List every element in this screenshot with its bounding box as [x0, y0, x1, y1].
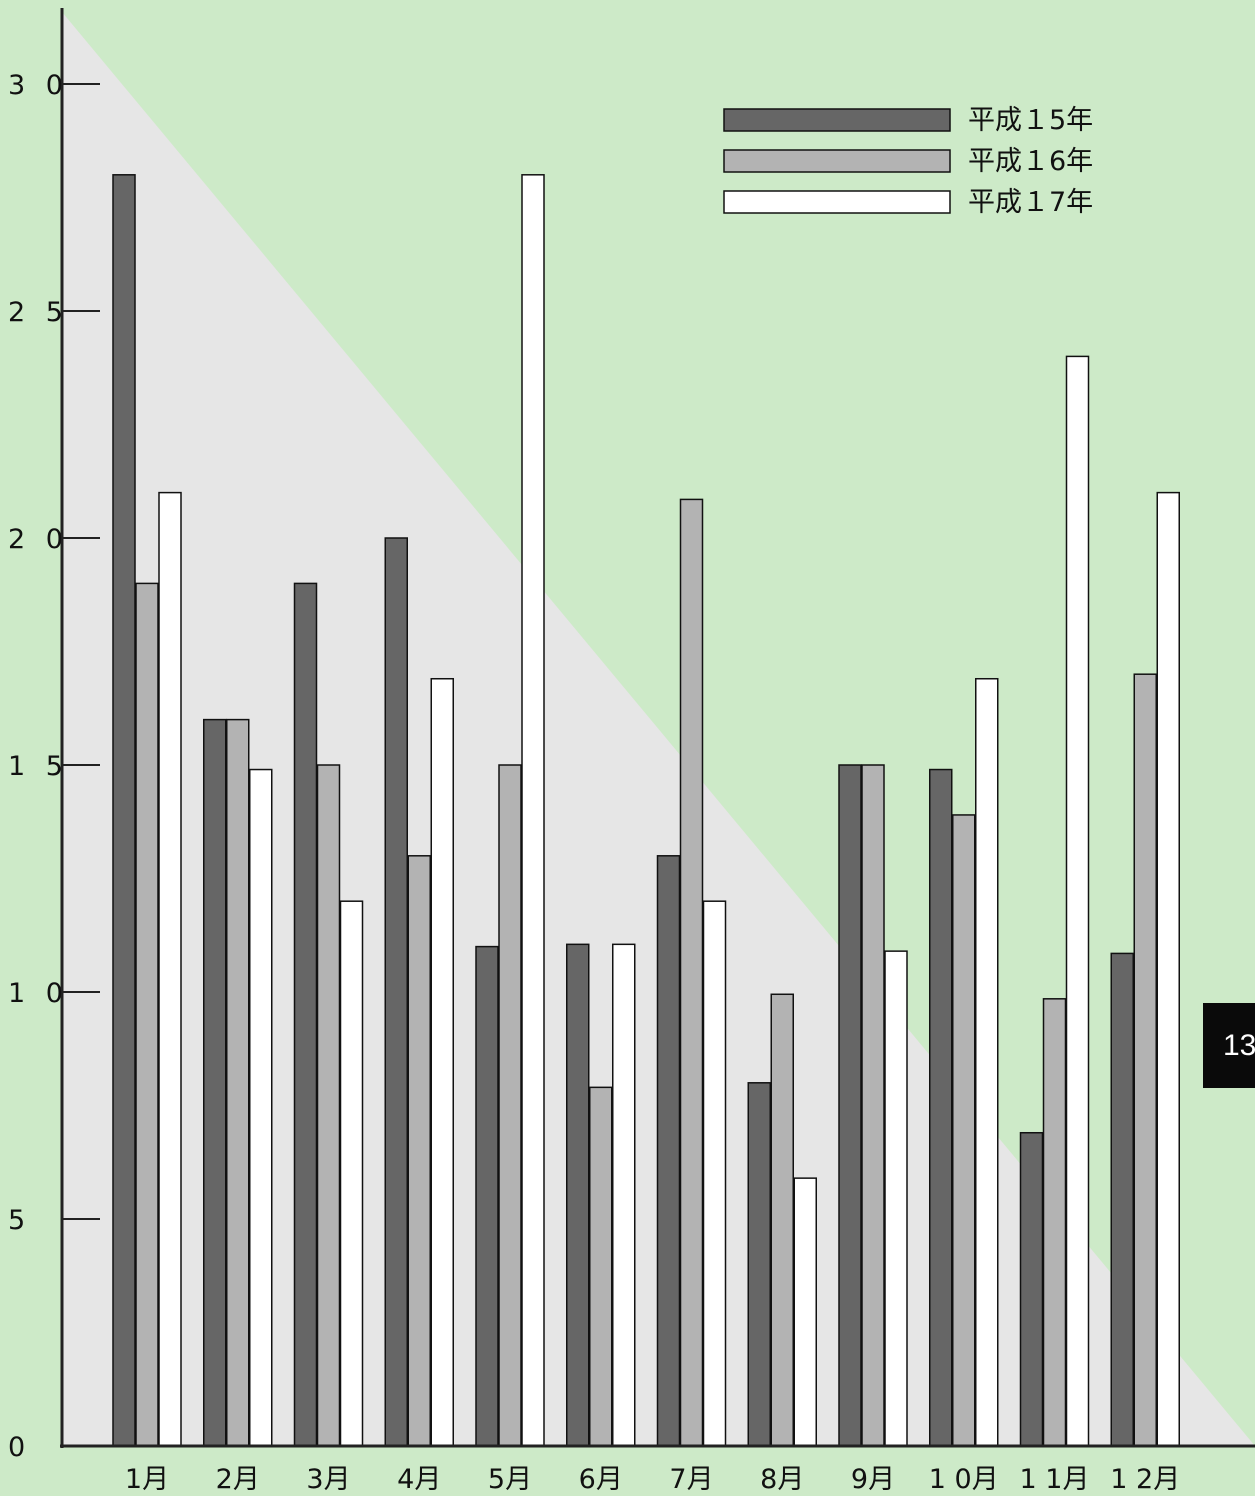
bar-1-6	[566, 943, 590, 1447]
y-tick-label: 2 0	[8, 524, 69, 555]
legend-label: 平成１5年	[968, 105, 1093, 136]
y-tick-label: 5	[8, 1205, 31, 1236]
bar-1-8	[747, 1082, 771, 1447]
y-tick-label: 0	[8, 1432, 31, 1463]
bar-1-10	[929, 768, 953, 1447]
bar-2-7	[679, 498, 704, 1447]
bar-2-5	[498, 764, 522, 1447]
legend-label: 平成１6年	[968, 146, 1093, 177]
x-category-label: 3月	[306, 1464, 350, 1495]
x-category-label: 1 1月	[1020, 1464, 1090, 1495]
x-category-label: 5月	[488, 1464, 532, 1495]
bar-2-10	[952, 814, 976, 1447]
bar-2-12	[1133, 673, 1157, 1447]
page-number-tab: 13	[1203, 1003, 1255, 1088]
bar-1-3	[293, 582, 318, 1447]
legend-swatch	[723, 108, 951, 132]
bar-2-9	[861, 764, 885, 1447]
x-category-label: 7月	[669, 1464, 713, 1495]
bar-1-5	[475, 945, 499, 1447]
bar-1-1	[112, 174, 136, 1447]
y-axis-ticks: 0 5 1 0 1 5 2 0 2 5 3 0	[8, 70, 100, 1463]
bar-2-8	[770, 993, 794, 1447]
x-category-label: 6月	[579, 1464, 623, 1495]
bars-group	[112, 174, 1180, 1447]
bar-2-3	[316, 764, 341, 1447]
bar-3-10	[975, 677, 999, 1447]
y-tick-label: 3 0	[8, 70, 69, 101]
bar-3-2	[249, 768, 273, 1447]
bar-3-8	[793, 1177, 817, 1447]
bar-2-2	[226, 718, 250, 1447]
bar-3-1	[158, 491, 182, 1447]
bar-3-12	[1156, 491, 1180, 1447]
bar-2-6	[589, 1086, 613, 1447]
bar-1-11	[1019, 1131, 1044, 1447]
bar-1-9	[838, 764, 862, 1447]
legend-label: 平成１7年	[968, 187, 1093, 218]
x-category-label: 4月	[397, 1464, 441, 1495]
bar-3-3	[339, 900, 364, 1447]
bar-1-2	[203, 718, 227, 1447]
y-tick-label: 2 5	[8, 297, 69, 328]
x-category-label: 1 2月	[1110, 1464, 1180, 1495]
bar-1-4	[384, 537, 408, 1447]
x-category-label: 1月	[125, 1464, 169, 1495]
legend-swatch	[723, 149, 951, 173]
x-category-label: 2月	[216, 1464, 260, 1495]
x-category-label: 9月	[851, 1464, 895, 1495]
x-category-label: 8月	[760, 1464, 804, 1495]
bar-3-5	[521, 174, 545, 1447]
bar-3-7	[702, 900, 727, 1447]
bar-2-4	[407, 855, 431, 1447]
y-tick-label: 1 5	[8, 751, 69, 782]
y-tick-label: 1 0	[8, 978, 69, 1009]
bar-2-1	[135, 582, 159, 1447]
bar-3-9	[884, 950, 908, 1447]
bar-3-11	[1065, 355, 1090, 1447]
bar-2-11	[1042, 998, 1067, 1447]
bar-1-12	[1110, 952, 1134, 1447]
x-axis-labels: 1月 2月 3月 4月 5月 6月 7月 8月 9月 1 0月 1 1月 1 2月	[125, 1464, 1180, 1495]
legend-swatch	[723, 190, 951, 214]
x-category-label: 1 0月	[929, 1464, 999, 1495]
bar-1-7	[656, 855, 681, 1447]
bar-3-6	[612, 943, 636, 1447]
bar-3-4	[430, 677, 454, 1447]
